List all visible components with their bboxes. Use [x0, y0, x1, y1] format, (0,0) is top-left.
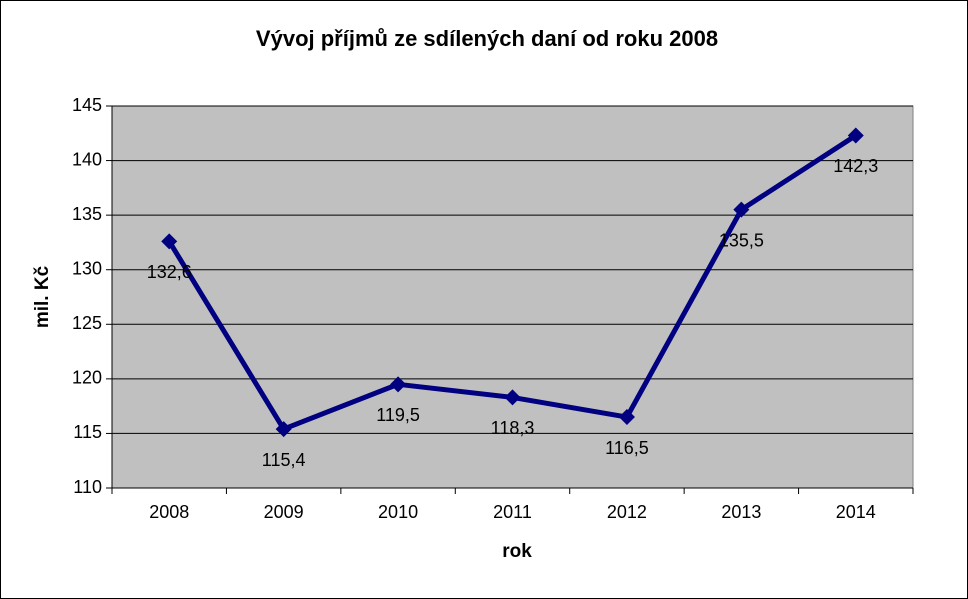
plot-area	[111, 105, 914, 489]
value-label: 132,6	[147, 262, 192, 282]
y-tick-label: 140	[72, 149, 102, 169]
x-tick-label: 2013	[721, 502, 761, 522]
x-tick-label: 2011	[493, 502, 532, 522]
y-tick-label: 115	[73, 422, 102, 442]
x-tick-label: 2012	[607, 502, 647, 522]
y-tick-label: 130	[72, 258, 102, 278]
x-tick-label: 2010	[378, 502, 418, 522]
marker	[504, 389, 521, 406]
value-label: 135,5	[719, 230, 764, 250]
value-label: 119,5	[376, 405, 420, 425]
value-label: 142,3	[833, 156, 878, 176]
marker	[161, 233, 178, 250]
x-tick-label: 2009	[264, 502, 304, 522]
y-tick-label: 120	[72, 368, 102, 388]
x-tick-label: 2008	[149, 502, 189, 522]
chart-title: Vývoj příjmů ze sdílených daní od roku 2…	[256, 26, 718, 51]
value-label: 118,3	[491, 418, 535, 438]
y-tick-label: 135	[72, 204, 102, 224]
marker	[275, 421, 292, 438]
y-tick-label: 125	[72, 313, 102, 333]
value-label: 115,4	[262, 450, 306, 470]
value-label: 116,5	[605, 438, 649, 458]
marker	[618, 409, 635, 426]
y-axis-title: mil. Kč	[32, 265, 53, 328]
marker	[390, 376, 407, 393]
x-tick-label: 2014	[836, 502, 876, 522]
y-tick-label: 110	[73, 477, 102, 497]
x-axis-title: rok	[502, 541, 532, 562]
marker	[847, 127, 864, 144]
y-tick-label: 145	[72, 95, 102, 115]
marker	[733, 201, 750, 218]
